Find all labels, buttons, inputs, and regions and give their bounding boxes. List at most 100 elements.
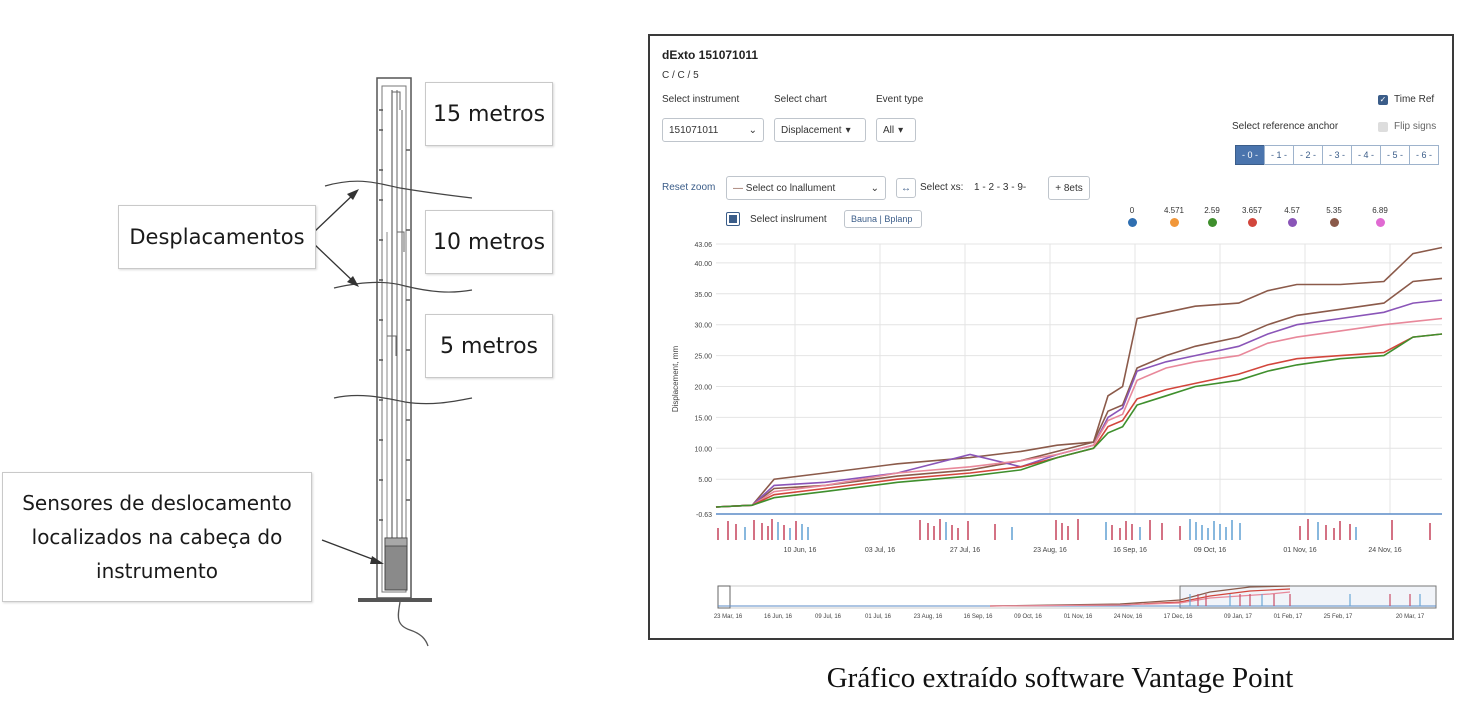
navigator-tick-label: 23 Aug, 16 [914, 614, 943, 620]
series-select[interactable]: — Select co lnallument ⌄ [726, 176, 886, 200]
time-ref-checkbox[interactable]: ✓ [1378, 95, 1388, 105]
x-tick-label: 16 Sep, 16 [1113, 547, 1147, 554]
instrument-select[interactable]: 151071011 ⌄ [662, 118, 764, 142]
legend-label: 4.571 [1163, 206, 1185, 215]
navigator-tick-label: 09 Jan, 17 [1224, 614, 1253, 620]
arrows-button[interactable]: ↔ [896, 178, 916, 198]
anchor-10m [397, 231, 405, 252]
chart-select-value: Displacement [781, 124, 842, 136]
series-line-4 [715, 333, 1443, 508]
y-tick-label: 30.00 [694, 323, 712, 330]
chevron-down-icon: ⌄ [748, 124, 757, 136]
series-line-5 [715, 333, 1443, 508]
reset-zoom-link[interactable]: Reset zoom [662, 182, 716, 193]
select-instrument-label: Select instrument [662, 94, 740, 105]
caret-down-icon: ▾ [845, 124, 851, 136]
event-type-label: Event type [876, 94, 924, 105]
navigator-tick-label: 16 Jun, 16 [764, 614, 793, 620]
event-type-value: All [883, 124, 895, 136]
legend-item[interactable]: 2.59 [1192, 206, 1232, 227]
select-xs-label: Select xs: [920, 182, 964, 193]
tag-button[interactable]: Bauna | Bplanp [844, 210, 922, 228]
vantage-point-window: dExto 151071011 C / C / 5 Select instrum… [648, 34, 1454, 640]
legend-label: 5.35 [1326, 206, 1342, 215]
navigator-tick-label: 16 Sep, 16 [963, 614, 993, 620]
event-type-select[interactable]: All ▾ [876, 118, 916, 142]
x-tick-label: 10 Jun, 16 [784, 547, 817, 554]
y-tick-label: 20.00 [694, 385, 712, 392]
label-15-metros: 15 metros [425, 82, 553, 146]
flip-signs-checkbox[interactable] [1378, 122, 1388, 132]
displacement-curve-bottom [333, 394, 473, 405]
legend-dot [1169, 218, 1179, 227]
navigator-series-2 [989, 591, 1291, 607]
chevron-down-icon: ⌄ [870, 182, 879, 194]
legend-dot [1247, 218, 1257, 227]
navigator-series-1 [989, 585, 1291, 607]
x-tick-label: 27 Jul, 16 [950, 547, 980, 554]
legend-label: 4.57 [1284, 206, 1300, 215]
navigator-tick-label: 01 Nov, 16 [1064, 614, 1093, 620]
instrument-subtitle: C / C / 5 [662, 70, 699, 81]
displacement-curve-top [324, 180, 473, 199]
series-line-3 [715, 317, 1443, 508]
figure-caption: Gráfico extraído software Vantage Point [826, 662, 1294, 694]
displacement-chart: 43.06 40.00 35.00 30.00 25.00 20.00 15.00 10.00… [671, 242, 1443, 620]
legend-label: 3.657 [1241, 206, 1263, 215]
legend-item[interactable]: 0 [1112, 206, 1152, 227]
label-displacements: Desplacamentos [118, 205, 316, 269]
add-button[interactable]: + 8ets [1048, 176, 1090, 200]
y-tick-label: -0.63 [696, 512, 712, 519]
label-sensors: Sensores de deslocamento localizados na … [2, 472, 312, 602]
label-5-metros: 5 metros [425, 314, 553, 378]
chart-select[interactable]: Displacement ▾ [774, 118, 866, 142]
navigator-tick-label: 23 Mar, 16 [714, 614, 743, 620]
flip-signs-label: Flip signs [1394, 121, 1437, 132]
y-tick-label: 43.06 [694, 242, 712, 249]
anchor-button-4[interactable]: - 4 - [1351, 145, 1381, 165]
legend-dot [1127, 218, 1137, 227]
legend-label: 2.59 [1204, 206, 1220, 215]
series-line-0 [715, 246, 1443, 508]
arrow-down [313, 243, 357, 285]
legend-item[interactable]: 5.35 [1314, 206, 1354, 227]
y-tick-label: 25.00 [694, 354, 712, 361]
tube-ticks [379, 109, 410, 521]
reference-anchor-label: Select reference anchor [1232, 121, 1339, 132]
y-tick-label: 15.00 [694, 415, 712, 422]
inner-tube [381, 85, 407, 593]
instrument-select-value: 151071011 [669, 124, 719, 136]
anchor-15m [392, 91, 401, 110]
arrow-sensor [321, 539, 381, 563]
anchor-5m [387, 335, 397, 356]
legend-dot [1207, 218, 1217, 227]
navigator-tick-label: 01 Feb, 17 [1274, 614, 1303, 620]
legend-dot [1329, 218, 1339, 227]
y-axis-label: Displacement, mm [671, 346, 680, 413]
legend-item[interactable]: 3.657 [1232, 206, 1272, 227]
time-ref-label: Time Ref [1394, 94, 1435, 105]
legend-label: 6.89 [1372, 206, 1388, 215]
select-instrument-checkbox-label: Select inslrument [750, 214, 827, 225]
legend-item[interactable]: 4.571 [1154, 206, 1194, 227]
anchor-button-6[interactable]: - 6 - [1409, 145, 1439, 165]
legend-label: 0 [1129, 206, 1135, 215]
legend-item[interactable]: 6.89 [1360, 206, 1400, 227]
navigator-tick-label: 01 Jul, 16 [865, 614, 892, 620]
navigator-handle [717, 585, 731, 609]
arrow-up [313, 191, 357, 233]
cable [397, 601, 429, 647]
navigator-tick-label: 17 Dec, 16 [1163, 614, 1193, 620]
select-instrument-checkbox[interactable] [726, 212, 740, 226]
legend-item[interactable]: 4.57 [1272, 206, 1312, 227]
x-tick-label: 03 Jul, 16 [865, 547, 895, 554]
anchor-button-5[interactable]: - 5 - [1380, 145, 1410, 165]
select-xs-values[interactable]: 1 - 2 - 3 - 9- [974, 182, 1027, 193]
x-tick-label: 24 Nov, 16 [1368, 547, 1401, 554]
series-line-2 [715, 299, 1443, 508]
select-chart-label: Select chart [774, 94, 827, 105]
series-line-1 [715, 277, 1443, 508]
series-select-value: Select co lnallument [745, 182, 836, 194]
y-tick-label: 35.00 [694, 292, 712, 299]
legend-dot [1287, 218, 1297, 227]
